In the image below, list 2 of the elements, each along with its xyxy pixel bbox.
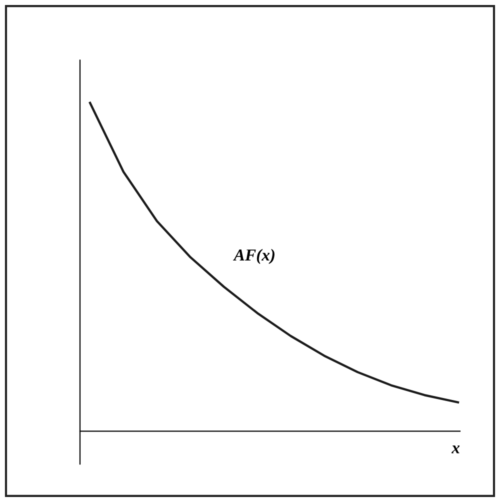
x-axis-title: x bbox=[451, 446, 460, 454]
series-label: AF(x) bbox=[233, 248, 274, 264]
